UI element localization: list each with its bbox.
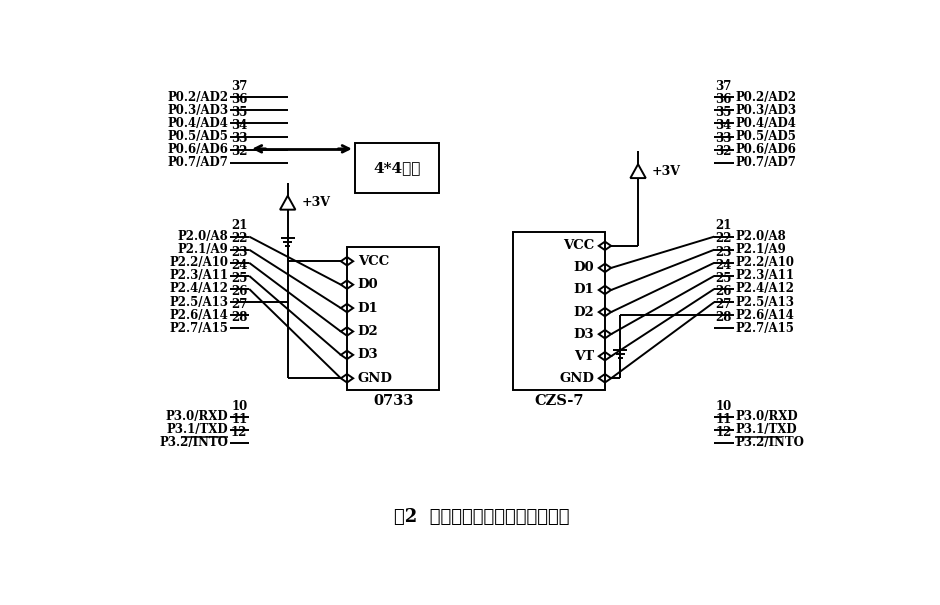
Text: 24: 24 [231, 259, 247, 272]
Text: 35: 35 [231, 106, 247, 119]
Text: P0.3/AD3: P0.3/AD3 [167, 104, 228, 117]
Text: P0.3/AD3: P0.3/AD3 [735, 104, 796, 117]
Text: 35: 35 [715, 106, 731, 119]
Text: 24: 24 [715, 259, 731, 272]
Text: 33: 33 [231, 132, 247, 145]
Text: 26: 26 [715, 285, 731, 298]
Text: D2: D2 [573, 306, 594, 319]
Text: 25: 25 [231, 272, 247, 285]
Text: 32: 32 [715, 145, 731, 159]
Text: 34: 34 [715, 119, 731, 132]
Text: 21: 21 [231, 220, 247, 232]
Text: CZS-7: CZS-7 [534, 394, 584, 408]
Text: D1: D1 [573, 284, 594, 296]
Bar [354, 143, 439, 194]
Bar [512, 232, 605, 390]
Text: GND: GND [559, 372, 594, 385]
Text: D3: D3 [573, 328, 594, 341]
Text: P0.6/AD6: P0.6/AD6 [735, 143, 796, 156]
Text: P3.0/RXD: P3.0/RXD [165, 410, 228, 424]
Text: 10: 10 [715, 399, 731, 413]
Text: P2.7/A15: P2.7/A15 [169, 322, 228, 335]
Text: 25: 25 [715, 272, 731, 285]
Text: P0.6/AD6: P0.6/AD6 [167, 143, 228, 156]
Text: P2.6/A14: P2.6/A14 [735, 309, 794, 322]
Text: D3: D3 [358, 348, 379, 361]
Text: 32: 32 [231, 145, 247, 159]
Text: 27: 27 [715, 298, 731, 311]
Text: 11: 11 [231, 413, 247, 426]
Text: P3.1/TXD: P3.1/TXD [735, 424, 797, 436]
Text: 37: 37 [715, 80, 731, 93]
Text: P2.2/A10: P2.2/A10 [169, 257, 228, 269]
Text: P0.4/AD4: P0.4/AD4 [735, 117, 796, 130]
Text: 0733: 0733 [373, 394, 414, 408]
Text: D0: D0 [358, 278, 379, 291]
Text: 36: 36 [231, 93, 247, 106]
Text: VCC: VCC [563, 240, 594, 252]
Text: 27: 27 [231, 298, 247, 311]
Text: P0.2/AD2: P0.2/AD2 [735, 91, 796, 103]
Text: VCC: VCC [358, 255, 389, 268]
Text: P0.4/AD4: P0.4/AD4 [167, 117, 228, 130]
Text: 12: 12 [231, 426, 247, 439]
Text: D1: D1 [358, 301, 379, 315]
Text: P2.2/A10: P2.2/A10 [735, 257, 794, 269]
Text: 11: 11 [715, 413, 731, 426]
Text: +3V: +3V [302, 196, 331, 209]
Text: 22: 22 [231, 232, 247, 246]
Text: 33: 33 [715, 132, 731, 145]
Text: 23: 23 [715, 246, 731, 258]
Text: 23: 23 [231, 246, 247, 258]
Text: P2.6/A14: P2.6/A14 [169, 309, 228, 322]
Text: P2.5/A13: P2.5/A13 [169, 296, 228, 309]
Text: 22: 22 [715, 232, 731, 246]
Text: 37: 37 [231, 80, 247, 93]
Text: P2.0/A8: P2.0/A8 [735, 230, 786, 243]
Text: P0.7/AD7: P0.7/AD7 [167, 156, 228, 169]
Text: 4*4键盘: 4*4键盘 [373, 162, 421, 175]
Text: P2.1/A9: P2.1/A9 [735, 243, 786, 256]
Text: 12: 12 [715, 426, 731, 439]
Text: P3.2/INTO: P3.2/INTO [160, 436, 228, 450]
Text: 34: 34 [231, 119, 247, 132]
Text: P2.4/A12: P2.4/A12 [169, 283, 228, 295]
Text: +3V: +3V [652, 165, 681, 178]
Text: P2.7/A15: P2.7/A15 [735, 322, 794, 335]
Text: 10: 10 [231, 399, 247, 413]
Text: P0.7/AD7: P0.7/AD7 [735, 156, 796, 169]
Text: P0.5/AD5: P0.5/AD5 [735, 130, 796, 143]
Text: 21: 21 [715, 220, 731, 232]
Text: P2.4/A12: P2.4/A12 [735, 283, 794, 295]
Text: VT: VT [574, 350, 594, 363]
Text: 28: 28 [231, 311, 247, 324]
Text: 28: 28 [715, 311, 731, 324]
Text: P2.0/A8: P2.0/A8 [178, 230, 228, 243]
Text: P0.5/AD5: P0.5/AD5 [167, 130, 228, 143]
Text: P3.0/RXD: P3.0/RXD [735, 410, 798, 424]
Text: P3.2/INTO: P3.2/INTO [735, 436, 804, 450]
Text: D2: D2 [358, 325, 379, 338]
Text: P3.1/TXD: P3.1/TXD [166, 424, 228, 436]
Text: P2.1/A9: P2.1/A9 [178, 243, 228, 256]
Text: GND: GND [358, 372, 393, 385]
Bar [347, 247, 439, 390]
Text: P2.5/A13: P2.5/A13 [735, 296, 794, 309]
Text: 36: 36 [715, 93, 731, 106]
Text: D0: D0 [573, 261, 594, 275]
Text: P0.2/AD2: P0.2/AD2 [167, 91, 228, 103]
Text: P2.3/A11: P2.3/A11 [735, 269, 794, 283]
Text: P2.3/A11: P2.3/A11 [169, 269, 228, 283]
Text: 图2  无线发射与单片机接收示意图: 图2 无线发射与单片机接收示意图 [394, 508, 570, 526]
Text: 26: 26 [231, 285, 247, 298]
